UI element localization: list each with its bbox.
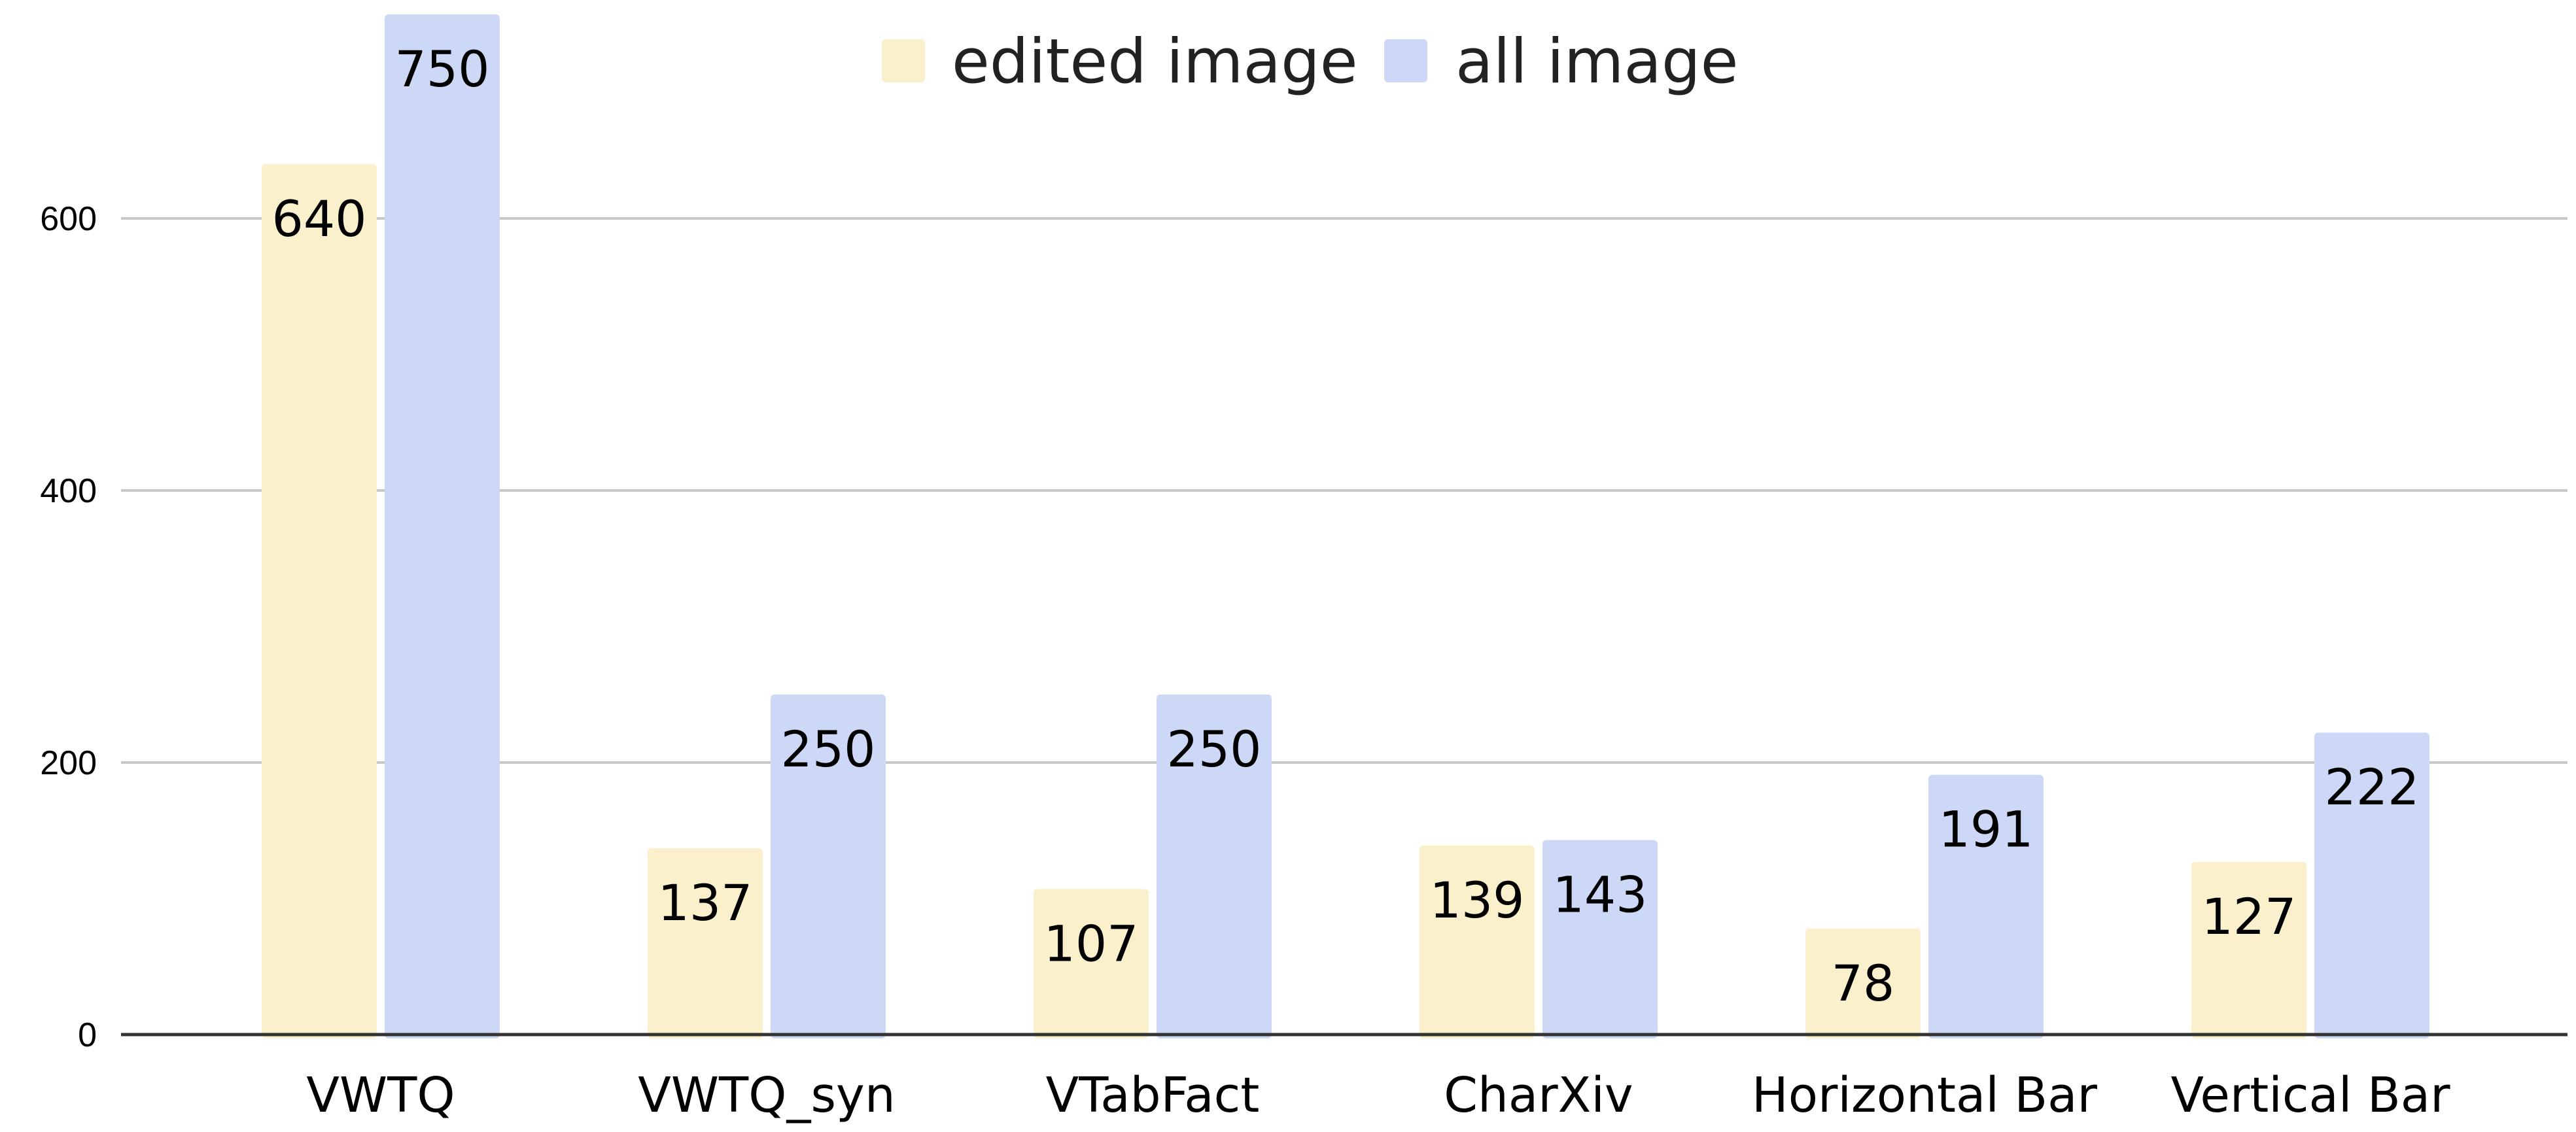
x-category-label: CharXiv [1444, 1067, 1633, 1123]
bar-all-3 [1542, 840, 1658, 1038]
x-category-label: VWTQ [306, 1067, 455, 1123]
x-category-label: Vertical Bar [2170, 1067, 2450, 1123]
data-label: 143 [1552, 866, 1647, 924]
data-label: 250 [1166, 720, 1261, 778]
bar-edited-4 [1805, 928, 1921, 1038]
data-label: 222 [2324, 758, 2419, 816]
bar-all-1 [771, 695, 886, 1038]
data-label: 78 [1832, 954, 1895, 1012]
y-tick-label: 400 [40, 472, 97, 510]
data-label: 750 [394, 40, 489, 98]
data-label: 191 [1938, 800, 2033, 859]
bar-edited-0 [262, 163, 377, 1038]
data-label: 640 [271, 190, 366, 248]
bars: 640 750 137 250 107 250 139 143 78 191 127 222 [262, 14, 2429, 1038]
y-tick-label: 200 [40, 744, 97, 782]
bar-edited-1 [648, 848, 763, 1038]
bar-edited-3 [1419, 845, 1535, 1038]
gridlines [121, 217, 2567, 764]
legend: edited image all image [882, 26, 1739, 97]
bar-all-0 [385, 14, 500, 1038]
axes: 0 200 400 600 VWTQ VWTQ_syn VTabFact CharXiv Hor… [40, 200, 2567, 1123]
bar-edited-2 [1034, 889, 1149, 1038]
data-label: 137 [657, 874, 752, 932]
x-category-label: Horizontal Bar [1752, 1067, 2097, 1123]
legend-swatch [1384, 39, 1427, 82]
bar-all-2 [1157, 695, 1272, 1038]
data-label: 127 [2201, 887, 2296, 946]
legend-label: all image [1455, 26, 1739, 97]
y-tick-label: 600 [40, 200, 97, 238]
bar-all-5 [2314, 732, 2429, 1038]
bar-all-4 [1928, 774, 2044, 1038]
x-category-label: VWTQ_syn [638, 1067, 896, 1123]
legend-swatch [882, 39, 925, 82]
legend-label: edited image [952, 26, 1358, 97]
y-tick-label: 0 [78, 1016, 97, 1054]
x-category-label: VTabFact [1046, 1067, 1260, 1123]
data-label: 139 [1429, 871, 1524, 929]
bar-edited-5 [2191, 861, 2306, 1038]
data-label: 107 [1043, 914, 1138, 972]
data-label: 250 [780, 720, 875, 778]
